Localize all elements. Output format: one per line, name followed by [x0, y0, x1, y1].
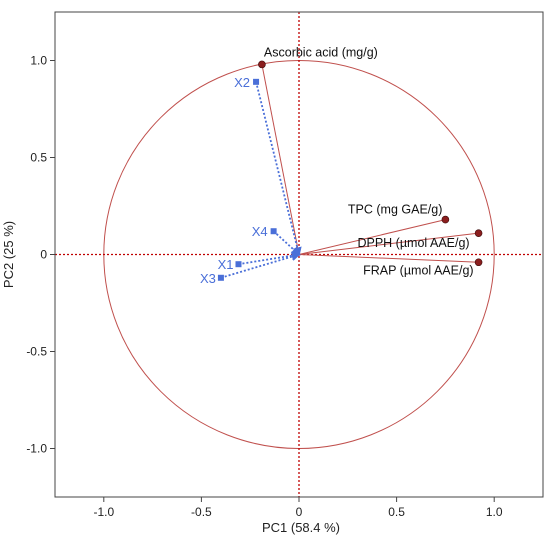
observation-point: [253, 78, 260, 85]
observation-label: X4: [252, 224, 268, 239]
observation-label: X3: [200, 271, 216, 286]
x-tick-label: 1.0: [486, 505, 503, 519]
variable-vector: [298, 254, 479, 263]
x-tick-label: -0.5: [191, 505, 212, 519]
variable-label: FRAP (µmol AAE/g): [363, 263, 473, 277]
variable-point: [474, 258, 483, 267]
observation-vector: [273, 230, 301, 256]
y-axis-title: PC2 (25 %): [1, 221, 16, 288]
variable-vector: [261, 64, 300, 255]
axes-layer: -1.0 -0.5 0 0.5 1.0 -1.0 -0.5 0 0.5 1.0 PC1 (58.4 …: [1, 11, 544, 535]
variable-vector: [298, 232, 479, 255]
y-tick-label: 0: [40, 248, 47, 262]
observation-vector: [220, 252, 301, 279]
variable-point: [441, 215, 450, 224]
observation-label: X2: [234, 75, 250, 90]
plot-layer: Ascorbic acid (mg/g) TPC (mg GAE/g) DPPH (…: [55, 12, 543, 497]
x-tick-label: 0.5: [388, 505, 405, 519]
variable-label: Ascorbic acid (mg/g): [264, 45, 378, 59]
observation-label: X1: [218, 257, 234, 272]
variable-label: DPPH (µmol AAE/g): [357, 236, 469, 250]
variable-vector: [298, 219, 446, 255]
variable-label: TPC (mg GAE/g): [348, 203, 442, 217]
y-tick-label: 1.0: [30, 54, 47, 68]
observation-point: [217, 274, 224, 281]
observation-point: [270, 228, 277, 235]
x-axis-title: PC1 (58.4 %): [262, 520, 340, 535]
x-tick-label: 0: [296, 505, 303, 519]
variable-point: [258, 60, 266, 69]
observation-vector: [238, 251, 301, 266]
y-tick-label: 0.5: [30, 151, 47, 165]
variable-point: [474, 229, 483, 237]
x-tick-label: -1.0: [93, 505, 114, 519]
observation-vector: [255, 81, 302, 257]
y-tick-label: -0.5: [26, 345, 47, 359]
y-tick-label: -1.0: [26, 442, 47, 456]
observation-point: [235, 261, 242, 268]
